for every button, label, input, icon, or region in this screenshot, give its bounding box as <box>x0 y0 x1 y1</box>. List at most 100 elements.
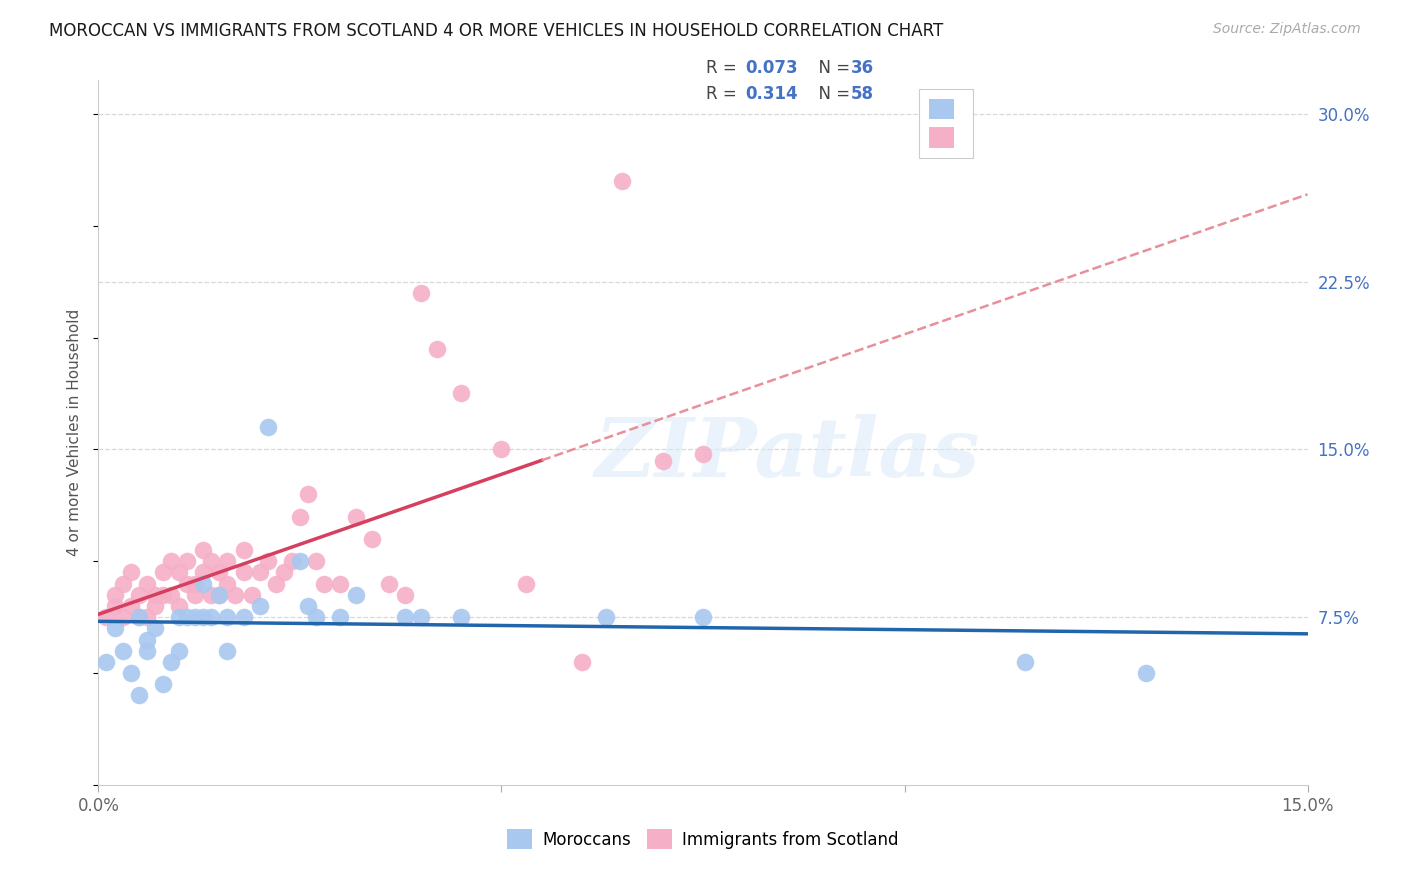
Point <box>426 342 449 356</box>
Text: R =: R = <box>706 59 747 77</box>
Y-axis label: 4 or more Vehicles in Household: 4 or more Vehicles in Household <box>67 309 83 557</box>
Text: Source: ZipAtlas.com: Source: ZipAtlas.com <box>1213 22 1361 37</box>
Point <box>394 588 416 602</box>
Point <box>176 610 198 624</box>
Point <box>344 509 367 524</box>
Point <box>193 543 215 558</box>
Text: 0.314: 0.314 <box>745 85 797 103</box>
Point <box>111 644 134 658</box>
Point <box>450 610 472 624</box>
Point <box>224 588 246 602</box>
Point <box>1014 655 1036 669</box>
Point <box>176 576 198 591</box>
Point <box>208 588 231 602</box>
Point <box>409 610 432 624</box>
Point <box>1135 666 1157 681</box>
Point <box>692 447 714 461</box>
Point <box>167 599 190 613</box>
Point <box>208 588 231 602</box>
Point <box>120 666 142 681</box>
Point <box>193 610 215 624</box>
Point <box>103 599 125 613</box>
Point <box>232 610 254 624</box>
Point <box>152 677 174 691</box>
Point <box>305 554 328 568</box>
Text: R =: R = <box>706 85 747 103</box>
Text: MOROCCAN VS IMMIGRANTS FROM SCOTLAND 4 OR MORE VEHICLES IN HOUSEHOLD CORRELATION: MOROCCAN VS IMMIGRANTS FROM SCOTLAND 4 O… <box>49 22 943 40</box>
Point <box>167 566 190 580</box>
Point <box>103 621 125 635</box>
Point <box>135 632 157 647</box>
Point <box>111 576 134 591</box>
Point <box>167 644 190 658</box>
Point <box>281 554 304 568</box>
Point <box>143 621 166 635</box>
Point <box>217 610 239 624</box>
Point <box>651 453 673 467</box>
Point <box>184 610 207 624</box>
Point <box>273 566 295 580</box>
Point <box>200 610 222 624</box>
Point <box>232 543 254 558</box>
Point <box>184 588 207 602</box>
Point <box>96 610 118 624</box>
Point <box>135 644 157 658</box>
Point <box>208 566 231 580</box>
Point <box>120 599 142 613</box>
Point <box>217 576 239 591</box>
Point <box>160 655 183 669</box>
Point <box>344 588 367 602</box>
Point <box>184 576 207 591</box>
Point <box>409 285 432 300</box>
Point <box>377 576 399 591</box>
Point <box>450 386 472 401</box>
Point <box>305 610 328 624</box>
Point <box>167 610 190 624</box>
Point <box>135 576 157 591</box>
Point <box>329 576 352 591</box>
Legend: Moroccans, Immigrants from Scotland: Moroccans, Immigrants from Scotland <box>499 821 907 858</box>
Point <box>314 576 336 591</box>
Point <box>297 599 319 613</box>
Point <box>143 588 166 602</box>
Point <box>394 610 416 624</box>
Point <box>571 655 593 669</box>
Point <box>297 487 319 501</box>
Point <box>120 566 142 580</box>
Text: N =: N = <box>808 59 856 77</box>
Text: N =: N = <box>808 85 856 103</box>
Point <box>491 442 513 457</box>
Point <box>111 610 134 624</box>
Point <box>264 576 287 591</box>
Point <box>96 655 118 669</box>
Point <box>256 554 278 568</box>
Point <box>329 610 352 624</box>
Point <box>128 610 150 624</box>
Point <box>217 554 239 568</box>
Point <box>217 644 239 658</box>
Point <box>160 554 183 568</box>
Point <box>200 588 222 602</box>
Point <box>232 566 254 580</box>
Point <box>143 599 166 613</box>
Point <box>152 566 174 580</box>
Text: 36: 36 <box>851 59 873 77</box>
Point <box>152 588 174 602</box>
Point <box>288 554 311 568</box>
Point <box>595 610 617 624</box>
Point <box>515 576 537 591</box>
Point <box>193 576 215 591</box>
Point <box>128 588 150 602</box>
Point <box>193 566 215 580</box>
Point <box>240 588 263 602</box>
Point <box>176 554 198 568</box>
Point <box>692 610 714 624</box>
Text: ZIPatlas: ZIPatlas <box>595 414 980 494</box>
Point <box>200 554 222 568</box>
Point <box>612 174 634 188</box>
Point <box>128 610 150 624</box>
Text: 58: 58 <box>851 85 873 103</box>
Point <box>135 610 157 624</box>
Text: 0.073: 0.073 <box>745 59 797 77</box>
Point <box>256 420 278 434</box>
